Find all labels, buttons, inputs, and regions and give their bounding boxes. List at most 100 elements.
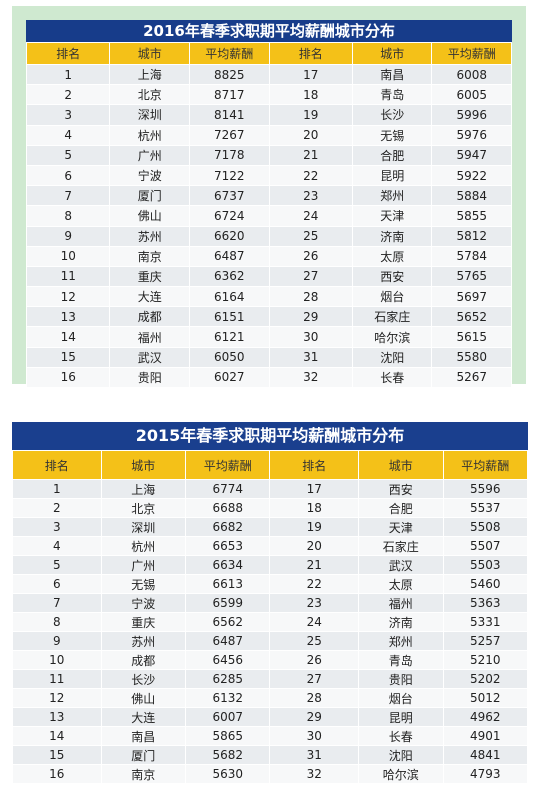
table-cell: 16 xyxy=(12,764,102,784)
table-cell: 哈尔滨 xyxy=(351,326,433,348)
table-row: 6 无锡 6613 22 太原 5460 xyxy=(12,574,528,594)
table-title: 2016年春季求职期平均薪酬城市分布 xyxy=(26,20,512,42)
table-cell: 长沙 xyxy=(100,669,187,689)
table-cell: 青岛 xyxy=(358,650,444,670)
table-cell: 7267 xyxy=(188,124,270,146)
table-cell: 6164 xyxy=(188,286,270,308)
table-cell: 合肥 xyxy=(358,498,444,518)
table-cell: 4 xyxy=(25,124,111,146)
table-cell: 10 xyxy=(12,650,102,670)
table-cell: 哈尔滨 xyxy=(358,764,444,784)
table-cell: 6737 xyxy=(188,185,270,207)
table-cell: 苏州 xyxy=(100,631,187,651)
table-cell: 沈阳 xyxy=(358,745,444,765)
table-cell: 佛山 xyxy=(100,688,187,708)
table-cell: 无锡 xyxy=(100,574,187,594)
table-cell: 合肥 xyxy=(351,144,433,166)
table-cell: 11 xyxy=(25,265,111,288)
column-header: 城市 xyxy=(109,42,190,65)
table-cell: 5976 xyxy=(431,124,512,146)
table-cell: 5363 xyxy=(442,593,528,613)
table-cell: 太原 xyxy=(351,245,433,267)
table-cell: 4 xyxy=(12,536,102,556)
table-cell: 6005 xyxy=(431,84,512,106)
salary-table: 排名 城市 平均薪酬 排名 城市 平均薪酬 1 上海 6774 17 西安 5596 2 北京 6688 1… xyxy=(12,450,528,784)
table-cell: 昆明 xyxy=(358,707,444,727)
table-cell: 大连 xyxy=(100,707,187,727)
table-cell: 5865 xyxy=(185,726,271,746)
column-header: 排名 xyxy=(268,42,353,65)
table-cell: 天津 xyxy=(358,517,444,537)
table-cell: 杭州 xyxy=(109,124,190,146)
table-cell: 22 xyxy=(269,574,360,594)
table-cell: 7 xyxy=(25,185,111,207)
table-cell: 烟台 xyxy=(358,688,444,708)
table-cell: 25 xyxy=(268,225,353,247)
table-cell: 6487 xyxy=(185,631,271,651)
column-header: 排名 xyxy=(25,42,111,65)
table-cell: 17 xyxy=(269,479,360,499)
table-row: 1 上海 8825 17 南昌 6008 xyxy=(25,63,512,86)
table-cell: 27 xyxy=(268,265,353,288)
table-cell: 5507 xyxy=(442,536,528,556)
table-cell: 5812 xyxy=(431,225,512,247)
table-cell: 昆明 xyxy=(351,164,433,187)
column-header: 平均薪酬 xyxy=(431,42,512,65)
table-cell: 沈阳 xyxy=(351,346,433,368)
table-cell: 长沙 xyxy=(351,104,433,126)
table-cell: 青岛 xyxy=(351,84,433,106)
table-cell: 上海 xyxy=(100,479,187,499)
table-cell: 20 xyxy=(269,536,360,556)
table-cell: 郑州 xyxy=(358,631,444,651)
header-row: 排名 城市 平均薪酬 排名 城市 平均薪酬 xyxy=(25,42,512,65)
table-cell: 上海 xyxy=(109,63,190,86)
table-cell: 5202 xyxy=(442,669,528,689)
table-cell: 26 xyxy=(268,245,353,267)
column-header: 城市 xyxy=(100,450,187,480)
table-cell: 西安 xyxy=(351,265,433,288)
table-cell: 5784 xyxy=(431,245,512,267)
table-cell: 6362 xyxy=(188,265,270,288)
table-cell: 5508 xyxy=(442,517,528,537)
table-cell: 24 xyxy=(268,205,353,227)
table-cell: 厦门 xyxy=(100,745,187,765)
table-cell: 贵阳 xyxy=(109,366,190,389)
column-header: 排名 xyxy=(269,450,360,480)
table-row: 10 成都 6456 26 青岛 5210 xyxy=(12,650,528,670)
table-cell: 14 xyxy=(12,726,102,746)
table-row: 2 北京 8717 18 青岛 6005 xyxy=(25,84,512,106)
table-cell: 7 xyxy=(12,593,102,613)
table-row: 2 北京 6688 18 合肥 5537 xyxy=(12,498,528,518)
table-row: 14 福州 6121 30 哈尔滨 5615 xyxy=(25,326,512,348)
table-cell: 6688 xyxy=(185,498,271,518)
table-cell: 5 xyxy=(12,555,102,575)
table-cell: 28 xyxy=(269,688,360,708)
table-cell: 12 xyxy=(25,286,111,308)
table-cell: 深圳 xyxy=(109,104,190,126)
table-title: 2015年春季求职期平均薪酬城市分布 xyxy=(12,422,528,450)
table-cell: 6007 xyxy=(185,707,271,727)
table-cell: 4962 xyxy=(442,707,528,727)
table-cell: 5630 xyxy=(185,764,271,784)
column-header: 城市 xyxy=(351,42,433,65)
table-row: 12 佛山 6132 28 烟台 5012 xyxy=(12,688,528,708)
table-cell: 太原 xyxy=(358,574,444,594)
table-cell: 5210 xyxy=(442,650,528,670)
table-cell: 6132 xyxy=(185,688,271,708)
table-cell: 5765 xyxy=(431,265,512,288)
table-cell: 济南 xyxy=(358,612,444,632)
table-cell: 25 xyxy=(269,631,360,651)
table-cell: 8 xyxy=(25,205,111,227)
table-cell: 5922 xyxy=(431,164,512,187)
table-row: 1 上海 6774 17 西安 5596 xyxy=(12,479,528,499)
table-cell: 5652 xyxy=(431,306,512,328)
table-cell: 南昌 xyxy=(351,63,433,86)
table-row: 15 武汉 6050 31 沈阳 5580 xyxy=(25,346,512,368)
table-cell: 6121 xyxy=(188,326,270,348)
table-row: 4 杭州 7267 20 无锡 5976 xyxy=(25,124,512,146)
table-row: 15 厦门 5682 31 沈阳 4841 xyxy=(12,745,528,765)
table-cell: 成都 xyxy=(109,306,190,328)
table-cell: 广州 xyxy=(100,555,187,575)
column-header: 平均薪酬 xyxy=(185,450,271,480)
table-cell: 北京 xyxy=(100,498,187,518)
